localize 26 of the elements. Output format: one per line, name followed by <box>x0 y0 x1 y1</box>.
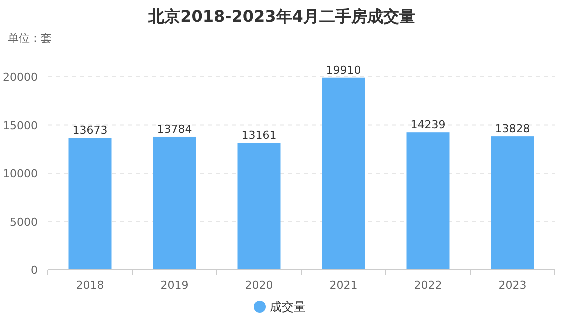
bar <box>68 138 112 270</box>
y-tick-label: 0 <box>31 264 38 277</box>
x-tick-label: 2022 <box>414 279 442 292</box>
bar <box>238 142 281 270</box>
legend-label: 成交量 <box>270 300 306 314</box>
data-label: 13673 <box>72 124 108 138</box>
x-tick-label: 2018 <box>76 279 104 292</box>
y-tick-label: 10000 <box>3 168 38 180</box>
y-tick-label: 20000 <box>3 71 38 84</box>
data-label: 13161 <box>242 128 277 142</box>
bar <box>491 136 534 270</box>
x-tick-label: 2019 <box>160 279 189 292</box>
y-tick-label: 15000 <box>3 119 38 132</box>
x-tick-label: 2021 <box>330 279 358 292</box>
bar <box>153 136 196 270</box>
bar <box>406 132 450 270</box>
chart-title: 北京2018-2023年4月二手房成交量 <box>148 7 416 26</box>
data-label: 14239 <box>410 118 446 132</box>
data-label: 19910 <box>326 64 362 77</box>
y-tick-label: 5000 <box>10 216 38 229</box>
x-tick-label: 2020 <box>245 279 274 292</box>
bar <box>322 78 366 270</box>
data-label: 13828 <box>495 122 530 136</box>
data-label: 13784 <box>157 122 192 136</box>
x-tick-label: 2023 <box>498 279 527 292</box>
text: 单位：套 <box>8 32 52 45</box>
